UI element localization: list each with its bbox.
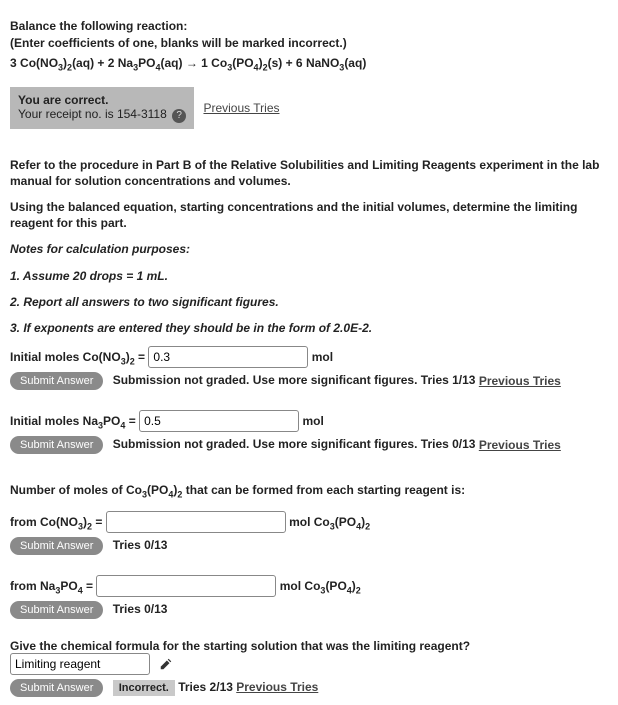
- note-1: 1. Assume 20 drops = 1 mL.: [10, 268, 608, 284]
- q3-row: from Co(NO3)2 = mol Co3(PO4)2: [10, 511, 608, 533]
- q3-input[interactable]: [106, 511, 286, 533]
- q2-row: Initial moles Na3PO4 = mol: [10, 410, 608, 432]
- q2-unit: mol: [302, 414, 323, 428]
- q1-unit: mol: [312, 350, 333, 364]
- q4-submit-button[interactable]: Submit Answer: [10, 601, 103, 619]
- q4-tries: Tries 0/13: [113, 602, 168, 616]
- moles-intro: Number of moles of Co3(PO4)2 that can be…: [10, 482, 608, 501]
- q2-submit-button[interactable]: Submit Answer: [10, 436, 103, 454]
- q5-row: Give the chemical formula for the starti…: [10, 639, 608, 675]
- q2-previous-tries-link[interactable]: Previous Tries: [479, 438, 561, 452]
- q1-previous-tries-link[interactable]: Previous Tries: [479, 374, 561, 388]
- q2-feedback: Submission not graded. Use more signific…: [113, 437, 479, 451]
- receipt-line: Your receipt no. is 154-3118 ?: [18, 107, 186, 123]
- previous-tries-link[interactable]: Previous Tries: [203, 101, 279, 115]
- q1-feedback-row: Submit Answer Submission not graded. Use…: [10, 372, 608, 390]
- q4-feedback-row: Submit Answer Tries 0/13: [10, 601, 608, 619]
- q4-input[interactable]: [96, 575, 276, 597]
- q3-tries: Tries 0/13: [113, 538, 168, 552]
- q5-incorrect: Incorrect.: [113, 680, 175, 696]
- q5-input[interactable]: [10, 653, 150, 675]
- instruction-line2: (Enter coefficients of one, blanks will …: [10, 36, 608, 50]
- q2-input[interactable]: [139, 410, 299, 432]
- q1-input[interactable]: [148, 346, 308, 368]
- q1-submit-button[interactable]: Submit Answer: [10, 372, 103, 390]
- q5-tries: Tries 2/13: [178, 680, 236, 694]
- q4-row: from Na3PO4 = mol Co3(PO4)2: [10, 575, 608, 597]
- pencil-icon[interactable]: [159, 657, 173, 671]
- help-icon[interactable]: ?: [172, 109, 186, 123]
- q5-submit-button[interactable]: Submit Answer: [10, 679, 103, 697]
- correct-title: You are correct.: [18, 93, 186, 107]
- body-p1: Refer to the procedure in Part B of the …: [10, 157, 608, 189]
- q1-feedback: Submission not graded. Use more signific…: [113, 373, 479, 387]
- instruction-line1: Balance the following reaction:: [10, 18, 608, 34]
- q1-row: Initial moles Co(NO3)2 = mol: [10, 346, 608, 368]
- q5-prompt: Give the chemical formula for the starti…: [10, 639, 470, 653]
- q5-previous-tries-link[interactable]: Previous Tries: [236, 680, 318, 694]
- q3-feedback-row: Submit Answer Tries 0/13: [10, 537, 608, 555]
- q5-feedback-row: Submit Answer Incorrect. Tries 2/13 Prev…: [10, 679, 608, 697]
- balanced-equation: 3 Co(NO3)2(aq) + 2 Na3PO4(aq) → 1 Co3(PO…: [10, 56, 608, 72]
- q3-submit-button[interactable]: Submit Answer: [10, 537, 103, 555]
- note-2: 2. Report all answers to two significant…: [10, 294, 608, 310]
- correct-box: You are correct. Your receipt no. is 154…: [10, 87, 194, 129]
- q2-feedback-row: Submit Answer Submission not graded. Use…: [10, 436, 608, 454]
- note-3: 3. If exponents are entered they should …: [10, 320, 608, 336]
- body-p2: Using the balanced equation, starting co…: [10, 199, 608, 231]
- notes-title: Notes for calculation purposes:: [10, 241, 608, 257]
